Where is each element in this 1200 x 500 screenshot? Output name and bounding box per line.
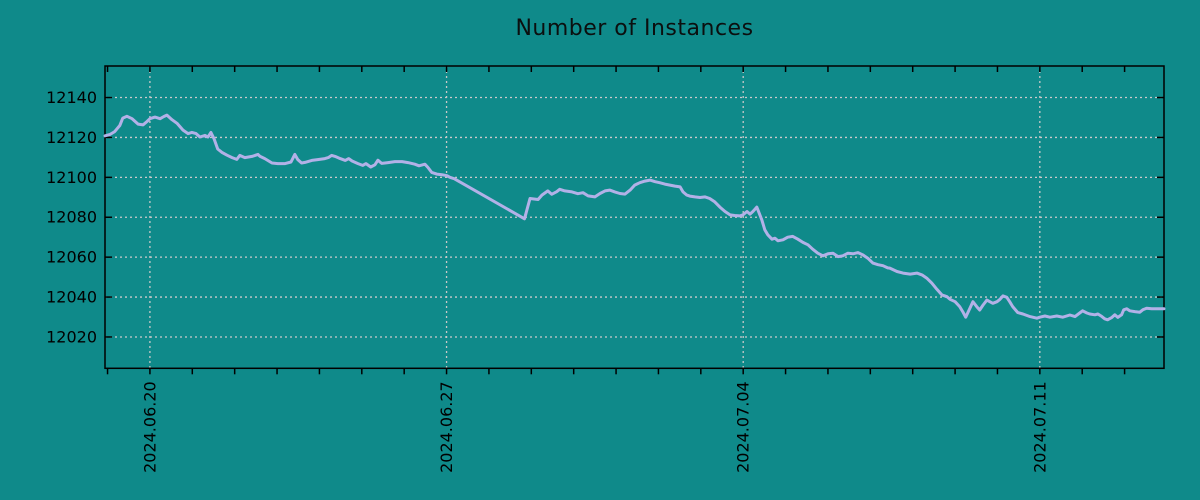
y-tick-label: 12060: [46, 248, 97, 267]
x-tick-label: 2024.06.27: [437, 381, 456, 473]
y-tick-label: 12020: [46, 327, 97, 346]
y-tick-label: 12080: [46, 208, 97, 227]
x-tick-label: 2024.07.04: [734, 381, 753, 473]
x-tick-label: 2024.06.20: [140, 381, 159, 473]
series-line: [103, 113, 1166, 322]
y-tick-label: 12120: [46, 128, 97, 147]
chart-title: Number of Instances: [515, 16, 754, 41]
axis-frame: [104, 65, 1165, 370]
y-tick-label: 12100: [46, 168, 97, 187]
y-tick-label: 12140: [46, 88, 97, 107]
x-tick-label: 2024.07.11: [1030, 381, 1049, 473]
y-tick-label: 12040: [46, 288, 97, 307]
